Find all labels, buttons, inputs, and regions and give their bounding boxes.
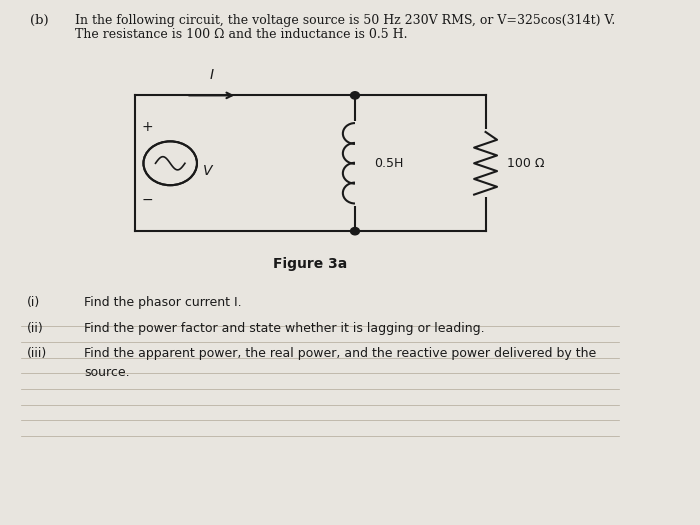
Text: −: − bbox=[141, 193, 153, 207]
Text: (b): (b) bbox=[30, 15, 49, 27]
Circle shape bbox=[351, 92, 359, 99]
Circle shape bbox=[351, 227, 359, 235]
Text: (ii): (ii) bbox=[27, 321, 43, 334]
Text: V: V bbox=[203, 164, 213, 178]
Text: Figure 3a: Figure 3a bbox=[273, 257, 347, 271]
Text: source.: source. bbox=[84, 366, 130, 380]
Text: +: + bbox=[141, 120, 153, 133]
Text: Find the power factor and state whether it is lagging or leading.: Find the power factor and state whether … bbox=[84, 321, 485, 334]
FancyBboxPatch shape bbox=[339, 121, 371, 206]
Text: Find the apparent power, the real power, and the reactive power delivered by the: Find the apparent power, the real power,… bbox=[84, 346, 596, 360]
Text: I: I bbox=[209, 68, 214, 82]
Text: (i): (i) bbox=[27, 297, 40, 309]
Circle shape bbox=[144, 141, 197, 185]
Text: 100 Ω: 100 Ω bbox=[507, 157, 544, 170]
Text: The resistance is 100 Ω and the inductance is 0.5 H.: The resistance is 100 Ω and the inductan… bbox=[75, 27, 407, 40]
Text: 0.5H: 0.5H bbox=[374, 157, 403, 170]
Text: (iii): (iii) bbox=[27, 346, 47, 360]
Text: Find the phasor current I.: Find the phasor current I. bbox=[84, 297, 241, 309]
FancyBboxPatch shape bbox=[471, 129, 500, 197]
Text: In the following circuit, the voltage source is 50 Hz 230V RMS, or V=325cos(314t: In the following circuit, the voltage so… bbox=[75, 15, 615, 27]
